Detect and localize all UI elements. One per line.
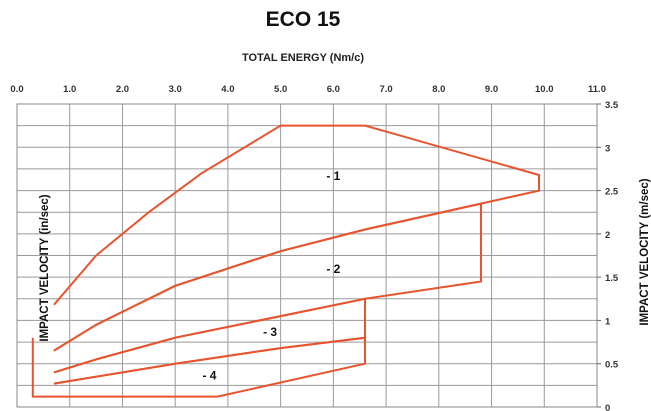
x-axis-ticks: 0.0 1.0 2.0 3.0 4.0 5.0 6.0 7.0 8.0 9.0 10.0 11.0 bbox=[10, 84, 606, 95]
grid bbox=[16, 103, 598, 408]
x-axis-label: TOTAL ENERGY (Nm/c) bbox=[242, 52, 364, 64]
x-tick-label: 7.0 bbox=[379, 84, 392, 95]
x-tick-label: 11.0 bbox=[588, 84, 606, 95]
y-tick-label: 2.5 bbox=[605, 187, 619, 198]
series-region-4 bbox=[31, 336, 366, 398]
series-group: - 1 - 2 - 3 - 4 bbox=[31, 124, 540, 398]
x-tick-label: 1.0 bbox=[63, 84, 76, 95]
series-label-4: - 4 bbox=[202, 368, 216, 382]
x-tick-label: 8.0 bbox=[432, 84, 445, 95]
x-tick-label: 3.0 bbox=[169, 84, 182, 95]
y-axis-label-left: IMPACT VELOCITY (in/sec) bbox=[39, 194, 51, 341]
y-axis-ticks: 0 0.5 1 1.5 2 2.5 3 3.5 bbox=[597, 100, 619, 411]
x-tick-label: 6.0 bbox=[327, 84, 340, 95]
y-tick-label: 0 bbox=[605, 403, 610, 411]
y-tick-label: 1.5 bbox=[605, 273, 619, 284]
chart-title: ECO 15 bbox=[266, 8, 341, 31]
x-tick-label: 4.0 bbox=[221, 84, 234, 95]
y-tick-label: 0.5 bbox=[605, 360, 619, 371]
series-label-1: - 1 bbox=[326, 169, 340, 183]
series-region-1 bbox=[53, 124, 540, 352]
y-tick-label: 2 bbox=[605, 230, 610, 241]
y-tick-label: 3.5 bbox=[605, 100, 619, 111]
y-tick-label: 3 bbox=[605, 143, 610, 154]
y-axis-label-right: IMPACT VELOCITY (m/sec) bbox=[639, 178, 651, 325]
y-tick-label: 1 bbox=[605, 316, 611, 327]
series-region-2 bbox=[53, 202, 482, 374]
x-tick-label: 10.0 bbox=[535, 84, 554, 95]
x-tick-label: 2.0 bbox=[116, 84, 129, 95]
series-label-3: - 3 bbox=[263, 325, 277, 339]
x-tick-label: 0.0 bbox=[10, 84, 23, 95]
x-tick-label: 9.0 bbox=[485, 84, 498, 95]
series-label-2: - 2 bbox=[326, 262, 340, 276]
x-tick-label: 5.0 bbox=[274, 84, 287, 95]
plot-frame bbox=[16, 103, 598, 408]
